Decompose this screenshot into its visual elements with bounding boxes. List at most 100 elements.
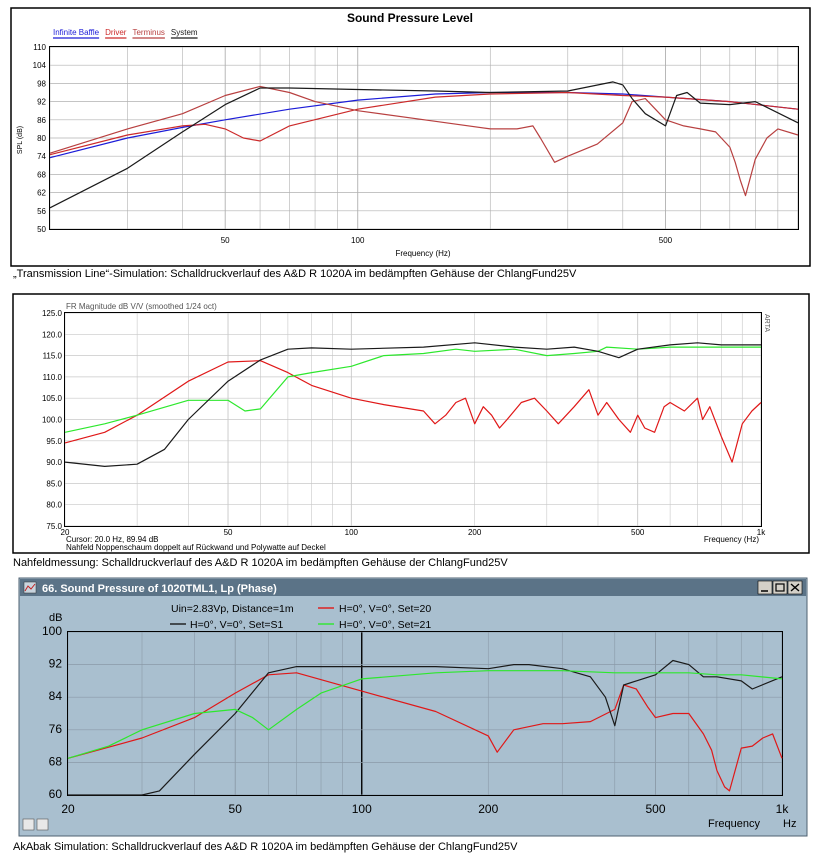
y-tick-label: 80.0 [46,501,62,510]
chart3-titlebar [20,579,806,596]
series-line [68,659,783,796]
y-tick-label: 76 [49,722,63,736]
x-tick-label: 100 [352,802,372,816]
legend-label: H=0°, V=0°, Set=21 [339,619,431,631]
legend-label: Uin=2.83Vp, Distance=1m [171,603,294,615]
y-tick-label: 125.0 [42,309,63,318]
zoom-icon[interactable] [22,818,35,831]
chart3-ylabel: dB [49,612,62,624]
chart2-cursor-readout: Cursor: 20.0 Hz, 89.94 dB [66,535,159,544]
y-tick-label: 68 [37,170,46,179]
y-tick-label: 85.0 [46,479,62,488]
y-tick-label: 86 [37,116,46,125]
caption-chart2: Nahfeldmessung: Schalldruckverlauf des A… [13,557,508,569]
x-tick-label: 50 [224,528,233,537]
y-tick-label: 115.0 [43,352,63,361]
chart2-series [64,342,762,467]
chart2-frame [12,293,810,554]
y-tick-label: 92 [49,657,63,671]
legend-background [166,599,428,631]
chart2-plot-area [64,312,762,527]
chart3-plot-area [67,631,783,796]
close-button[interactable] [787,580,803,595]
chart1-title: Sound Pressure Level [347,11,473,25]
x-tick-label: 500 [645,802,665,816]
chart3-window-title: 66. Sound Pressure of 1020TML1, Lp (Phas… [42,583,277,595]
series-line [67,670,783,759]
legend-label: System [171,28,198,37]
y-tick-label: 110 [33,43,46,52]
chart1-series [49,81,799,209]
chart2-title: FR Magnitude dB V/V (smoothed 1/24 oct) [66,302,217,311]
series-line [49,81,799,209]
y-tick-label: 74 [37,152,46,161]
maximize-icon [775,583,785,592]
legend-label: Driver [105,28,127,37]
y-tick-label: 104 [33,61,47,70]
chart1-ylabel: SPL (dB) [17,126,24,154]
legend-label: H=0°, V=0°, Set=20 [339,603,431,615]
chart1-xlabel: Frequency (Hz) [395,249,450,258]
caption-chart1: „Transmission Line“-Simulation: Schalldr… [13,268,577,280]
maximize-button[interactable] [772,580,788,595]
series-line [49,85,799,197]
x-tick-label: 500 [631,528,645,537]
chart-panel-2: FR Magnitude dB V/V (smoothed 1/24 oct) … [12,293,810,554]
y-tick-label: 95.0 [46,437,62,446]
chart3-series [67,659,783,796]
x-tick-label: 50 [229,802,243,816]
y-tick-label: 92 [37,98,46,107]
y-tick-label: 62 [37,189,46,198]
series-line [64,360,762,463]
legend-label: H=0°, V=0°, Set=S1 [190,619,283,631]
series-line [64,342,761,467]
legend-label: Terminus [132,28,164,37]
x-tick-label: 1k [776,802,790,816]
x-tick-label: 200 [478,802,498,816]
chart2-note: Nahfeld Noppenschaum doppelt auf Rückwan… [66,543,326,552]
chart1-ticks: 110 104 98 92 86 80 74 68 62 56 50 50 100 500 [33,43,673,245]
chart1-legend: Infinite Baffle Driver Terminus System [53,28,198,39]
y-tick-label: 50 [37,225,46,234]
x-tick-label: 200 [468,528,482,537]
x-tick-label: 100 [345,528,359,537]
x-tick-label: 50 [221,236,230,245]
x-tick-label: 500 [659,236,673,245]
chart2-gridlines [64,312,762,527]
settings-icon[interactable] [36,818,49,831]
y-tick-label: 75.0 [46,522,62,531]
window-chart-glyph-icon [24,583,36,592]
chart1-frame [10,7,811,267]
caption-chart3: AkAbak Simulation: Schalldruckverlauf de… [13,841,518,853]
y-tick-label: 90.0 [46,458,62,467]
chart2-ticks: 125.0 120.0 115.0 110.0 105.0 100.0 95.0 90.0 85… [42,309,766,537]
y-tick-label: 84 [49,689,63,703]
y-tick-label: 110.0 [43,373,63,382]
y-tick-label: 68 [49,754,63,768]
minimize-button[interactable] [757,580,773,595]
y-tick-label: 120.0 [42,330,63,339]
chart3-legend: Uin=2.83Vp, Distance=1m H=0°, V=0°, Set=2… [166,599,431,631]
chart1-plot-area [49,46,799,230]
y-tick-label: 60 [49,787,63,801]
chart-panel-3: 66. Sound Pressure of 1020TML1, Lp (Phas… [18,577,808,837]
y-tick-label: 98 [37,79,46,88]
x-tick-label: 20 [61,802,75,816]
y-tick-label: 100.0 [42,416,63,425]
chart3-xlabel: Frequency [708,818,760,830]
y-tick-label: 105.0 [42,394,63,403]
x-tick-label: 1k [757,528,766,537]
chart2-brand: ARTA [763,314,770,332]
x-tick-label: 100 [351,236,365,245]
y-tick-label: 80 [37,134,46,143]
close-icon [790,583,800,592]
y-tick-label: 100 [42,624,62,638]
chart-panel-1: Sound Pressure Level Infinite Baffle Driv… [10,7,811,267]
x-tick-label: 20 [61,528,70,537]
legend-label: Infinite Baffle [53,28,100,37]
chart3-xunit: Hz [783,818,796,830]
chart2-xlabel: Frequency (Hz) [704,535,759,544]
y-tick-label: 56 [37,207,46,216]
